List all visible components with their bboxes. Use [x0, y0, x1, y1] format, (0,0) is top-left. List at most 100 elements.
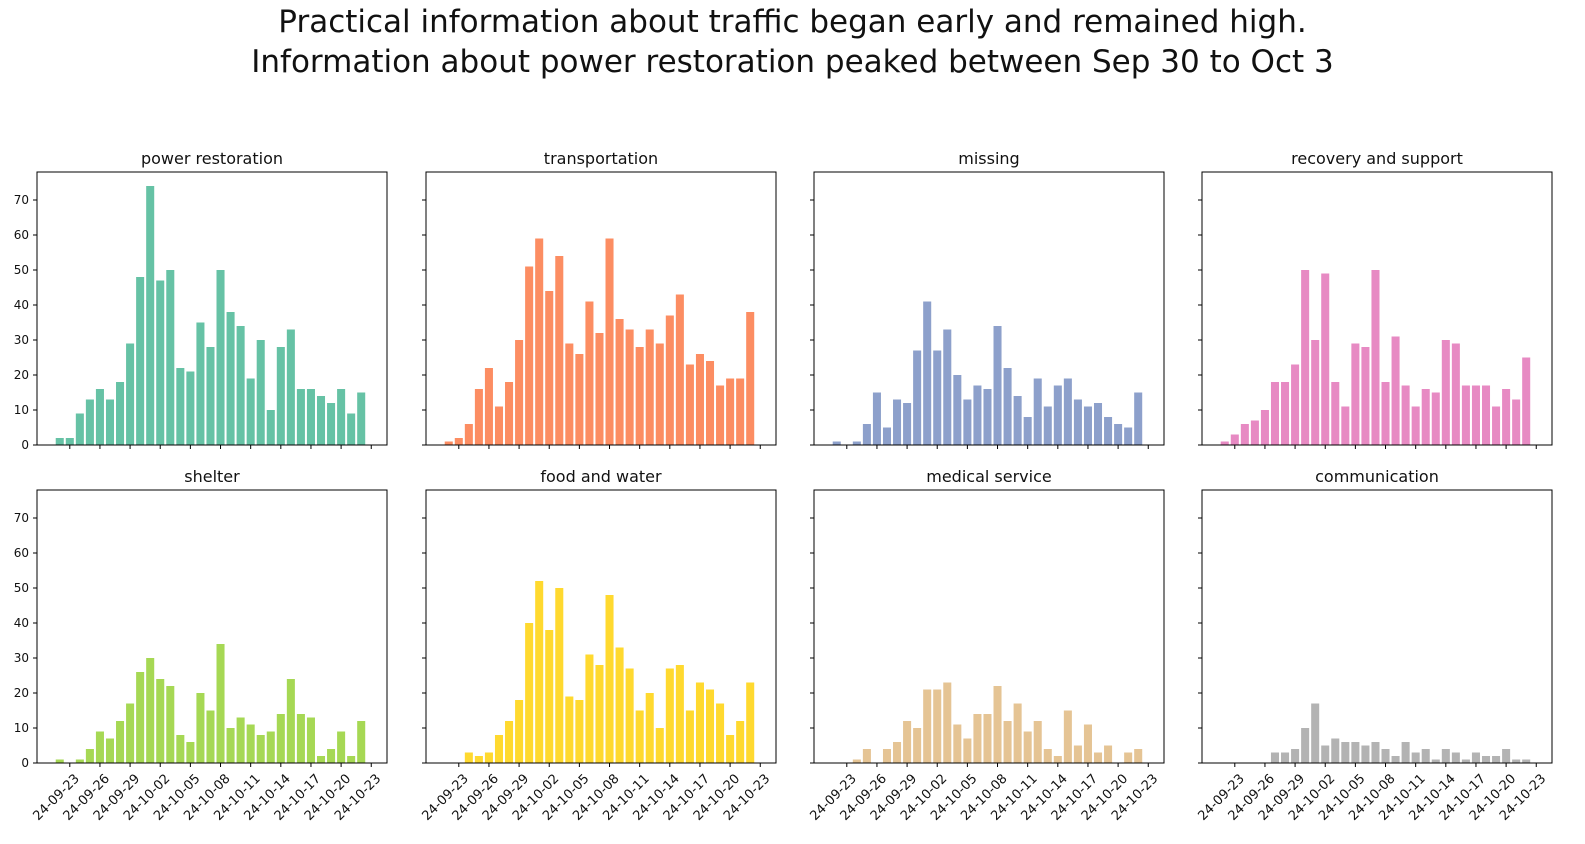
panel-power-restoration: power restoration 0 10 20 30 40 50 60 70 — [14, 149, 388, 452]
panel-missing: missing — [810, 149, 1165, 449]
y-tick-label: 30 — [14, 333, 29, 347]
bar — [286, 329, 295, 445]
bar — [963, 399, 972, 445]
bar — [595, 665, 604, 763]
bar — [126, 703, 135, 763]
bar — [1270, 752, 1280, 763]
bar — [1003, 368, 1012, 445]
bar — [1451, 343, 1460, 445]
bar — [705, 361, 715, 445]
bar — [296, 389, 305, 445]
bar — [1124, 427, 1133, 445]
bar — [327, 749, 336, 763]
bar — [494, 735, 504, 763]
bar — [903, 721, 912, 763]
bar — [484, 752, 493, 763]
bar — [226, 312, 235, 445]
bar — [1411, 406, 1420, 445]
bar — [105, 399, 115, 445]
bar — [943, 682, 952, 763]
bar — [1321, 273, 1330, 445]
panel-transportation: transportation — [422, 149, 777, 449]
bar — [1033, 721, 1042, 763]
bar — [923, 689, 932, 763]
bar — [903, 403, 912, 445]
bar — [484, 368, 493, 445]
panel-title: power restoration — [141, 149, 283, 168]
bar — [535, 238, 544, 445]
bar — [357, 392, 366, 445]
bar — [973, 714, 982, 763]
bar — [75, 413, 84, 445]
bar — [1023, 417, 1032, 445]
bar — [116, 382, 125, 445]
bar — [176, 368, 185, 445]
bar — [635, 347, 644, 445]
y-tick-label: 0 — [21, 438, 29, 452]
bar — [286, 679, 295, 763]
bar — [872, 392, 881, 445]
bar — [1134, 392, 1143, 445]
bar — [1341, 406, 1350, 445]
panel-title: shelter — [184, 467, 240, 486]
y-tick-label: 20 — [14, 686, 29, 700]
panel-title: food and water — [540, 467, 662, 486]
y-tick-label: 10 — [14, 721, 29, 735]
bar — [615, 319, 624, 445]
panel-recovery-and-support: recovery and support — [1198, 149, 1553, 449]
bar — [675, 665, 684, 763]
bar — [1461, 385, 1470, 445]
bar — [1341, 742, 1350, 763]
bar — [1250, 420, 1259, 445]
bar — [695, 354, 704, 445]
y-tick-label: 40 — [14, 616, 29, 630]
bar — [1502, 389, 1511, 445]
bar — [1371, 270, 1380, 445]
bar — [454, 438, 463, 445]
bar — [565, 696, 574, 763]
bar — [1023, 731, 1032, 763]
bar — [256, 340, 265, 445]
bar — [625, 329, 634, 445]
bar — [1301, 728, 1310, 763]
bar — [126, 343, 135, 445]
bar — [85, 749, 94, 763]
bar — [1371, 742, 1380, 763]
chart-title: Practical information about traffic bega… — [0, 2, 1585, 82]
bar — [444, 441, 453, 445]
bar — [882, 427, 892, 445]
bar — [595, 333, 604, 445]
chart-title-line-1: Practical information about traffic bega… — [278, 4, 1307, 40]
bar — [746, 312, 755, 445]
panel-title: recovery and support — [1291, 149, 1463, 168]
bar — [1502, 749, 1511, 763]
bar — [1361, 347, 1370, 445]
bar — [1220, 441, 1229, 445]
bar — [327, 403, 336, 445]
axes-frame — [425, 489, 777, 764]
bar — [1451, 752, 1460, 763]
bar — [645, 329, 654, 445]
bar — [1381, 382, 1390, 445]
bar — [882, 749, 892, 763]
bar — [685, 710, 694, 763]
bar — [933, 350, 942, 445]
bar — [655, 343, 664, 445]
bar — [464, 752, 473, 763]
bar — [1260, 410, 1269, 445]
bar — [983, 714, 992, 763]
bar — [136, 672, 145, 763]
y-tick-label: 40 — [14, 298, 29, 312]
bar — [1441, 340, 1450, 445]
bar — [1431, 392, 1440, 445]
bar — [75, 759, 84, 763]
bar — [525, 623, 534, 763]
bar — [515, 340, 524, 445]
bar — [695, 682, 704, 763]
bar — [306, 389, 315, 445]
bar — [545, 630, 554, 763]
bar — [55, 759, 64, 763]
bar — [156, 679, 165, 763]
bar — [1281, 382, 1290, 445]
bar — [1391, 756, 1400, 763]
